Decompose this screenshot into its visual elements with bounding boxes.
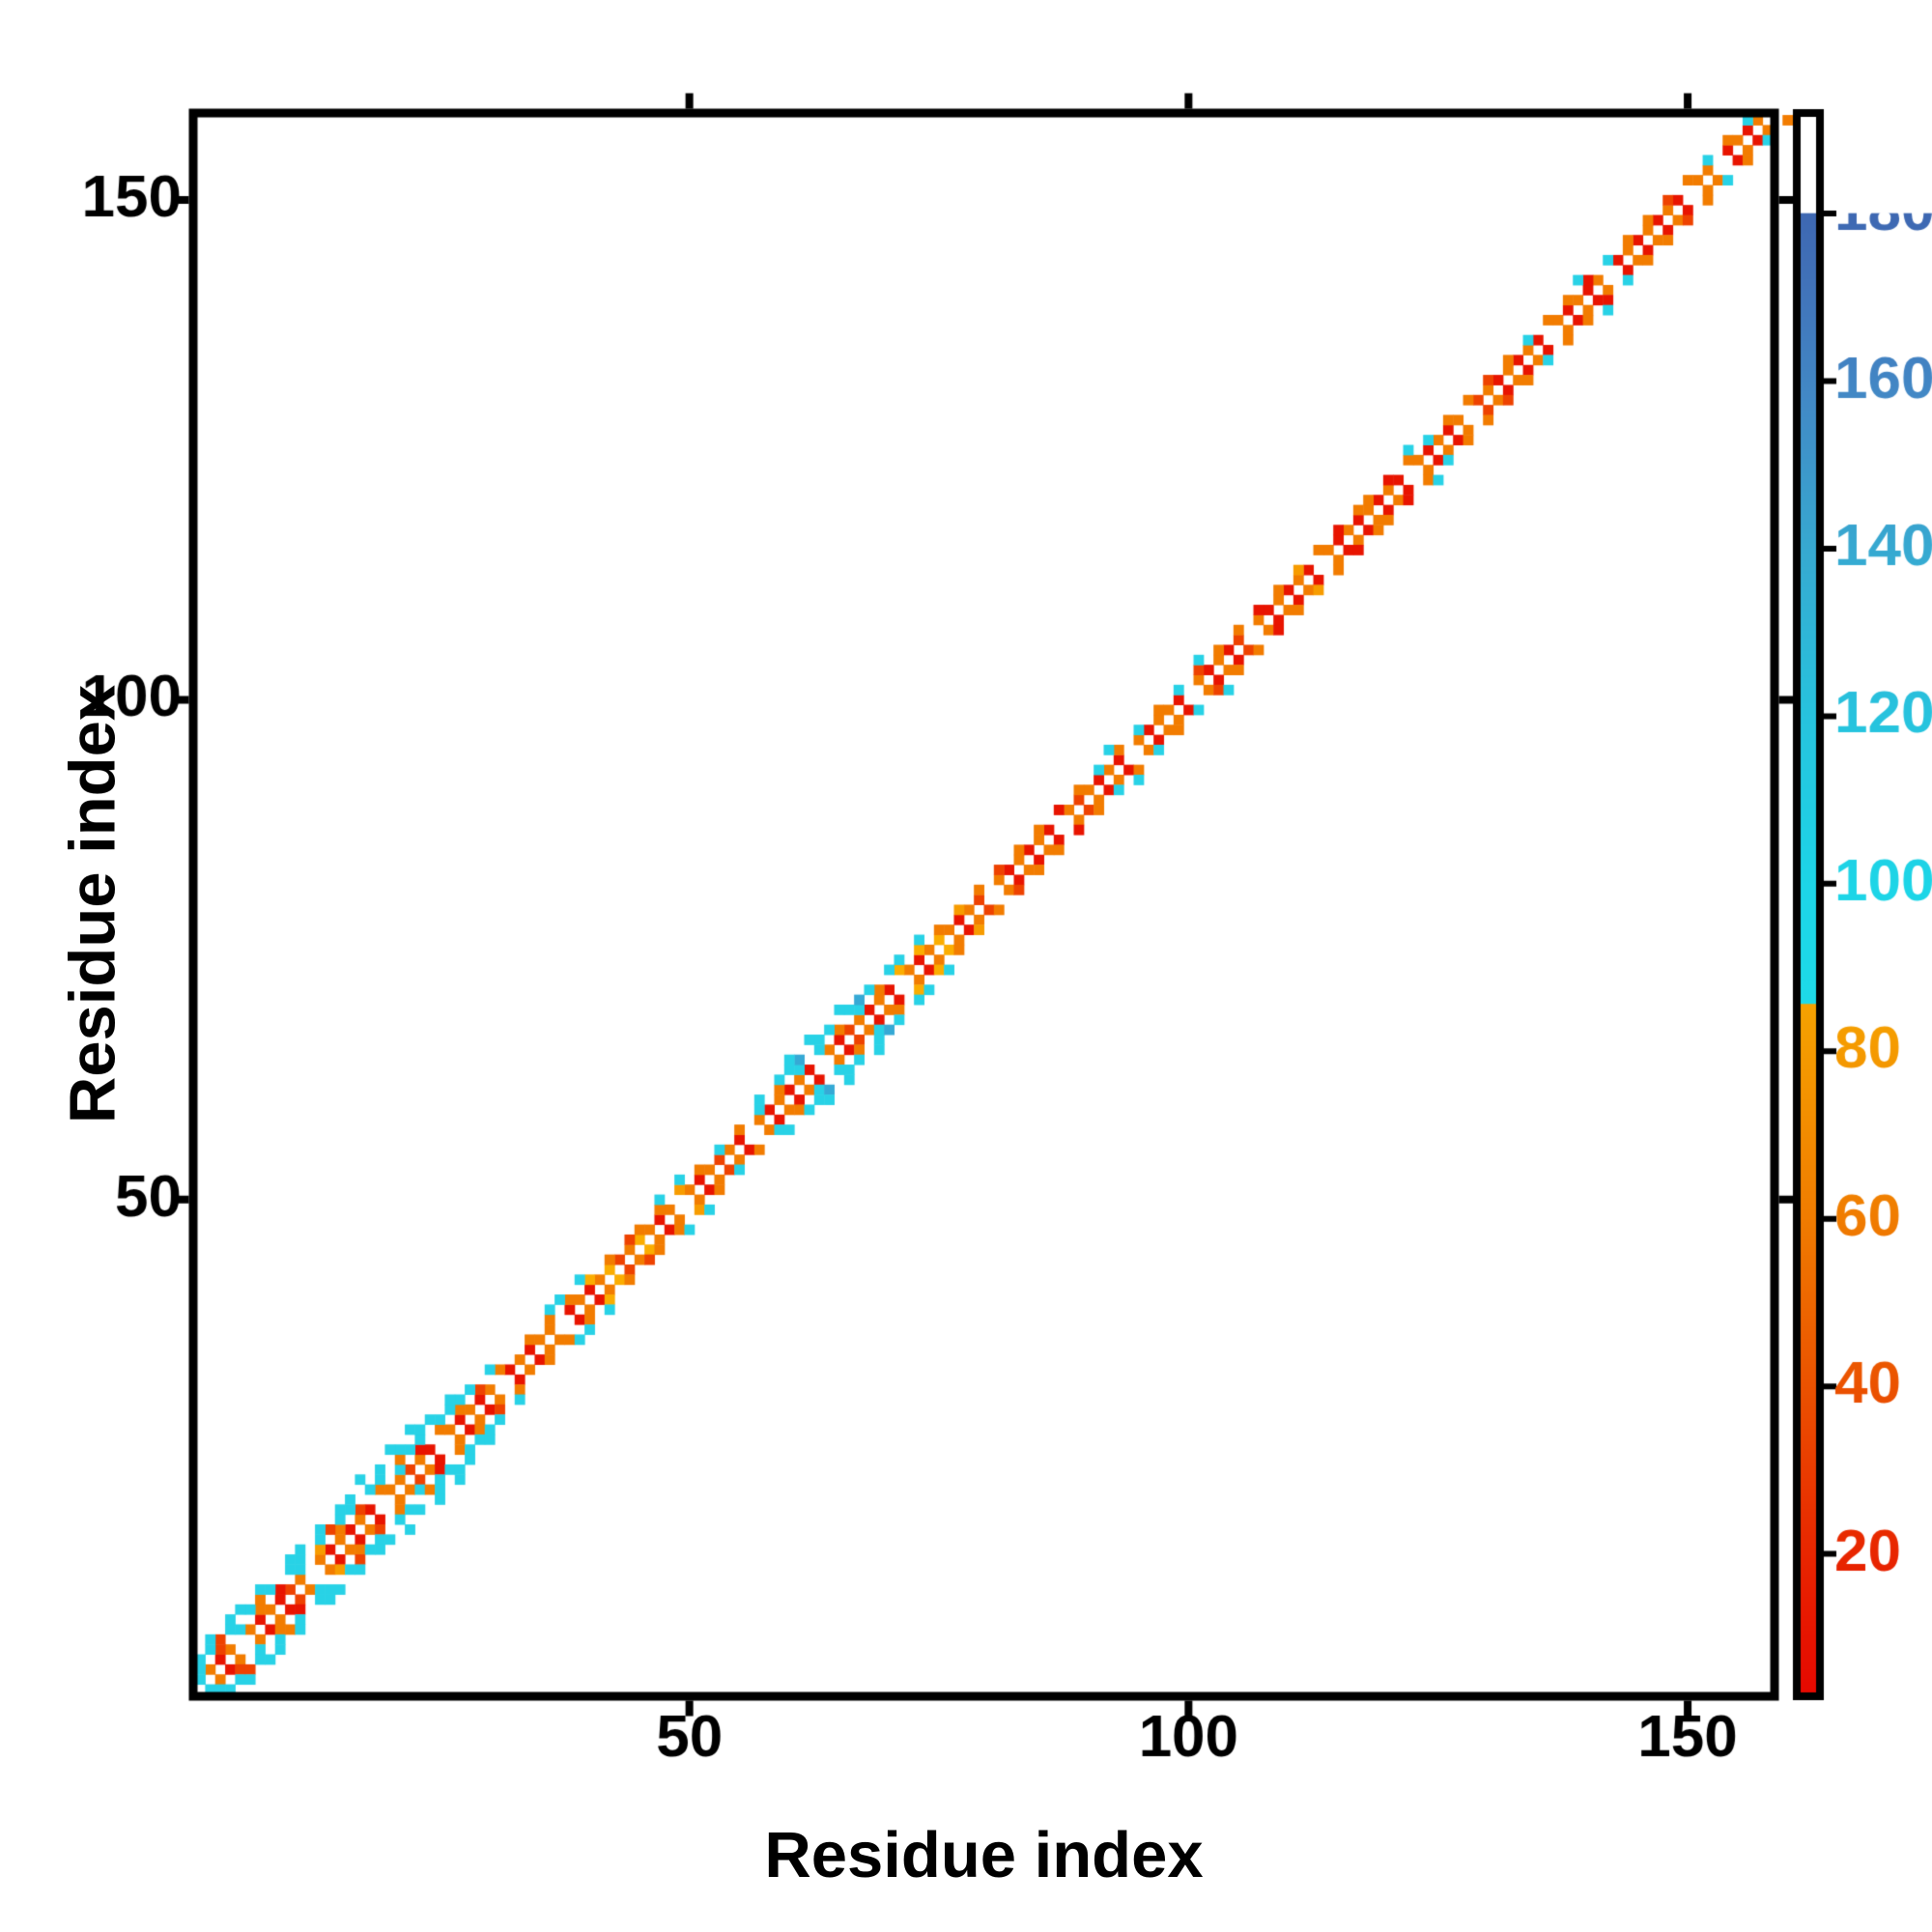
y-axis-title: Residue index (56, 684, 129, 1124)
x-axis-title: Residue index (764, 1819, 1204, 1891)
